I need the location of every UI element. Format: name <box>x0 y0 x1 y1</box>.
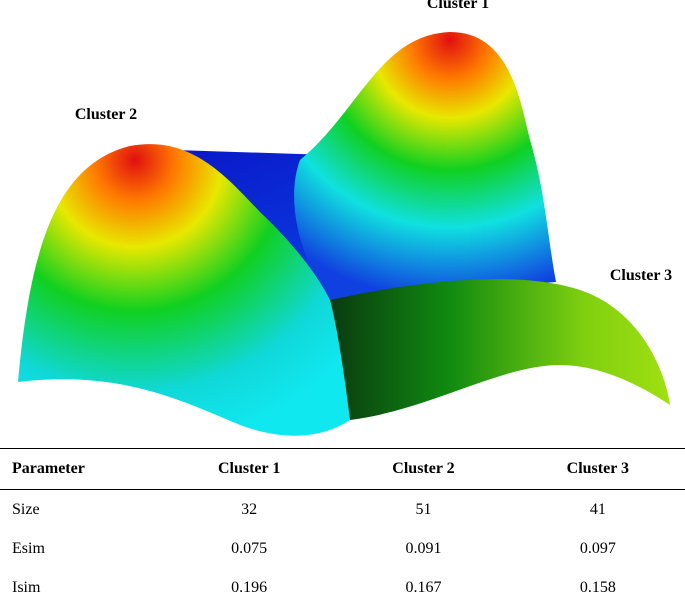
row-label: Size <box>12 500 40 518</box>
table-cell: 0.158 <box>510 568 685 607</box>
table-cell: 0.097 <box>579 539 616 557</box>
table-cell: 0.196 <box>162 568 337 607</box>
surface-plot: Cluster 1 Cluster 2 Cluster 3 <box>18 0 672 436</box>
table-row: Isim 0.196 0.167 0.158 <box>0 568 685 607</box>
table-cell: 51 <box>415 500 432 518</box>
peak-1 <box>294 32 556 300</box>
ridge-3 <box>330 279 670 420</box>
header-row: Parameter Cluster 1 Cluster 2 Cluster 3 <box>0 448 685 490</box>
table-row: Esim 0.075 0.091 0.097 <box>0 529 685 568</box>
header-cell: Parameter <box>0 448 162 490</box>
row-label: Esim <box>12 539 45 557</box>
table-body: Size 32 51 41 Esim 0.075 0.091 0.097 Isim 0.196 0.… <box>0 490 685 607</box>
surface-label: Cluster 3 <box>610 267 672 284</box>
surface-label: Cluster 2 <box>75 106 137 123</box>
header-cell: Cluster 1 <box>162 448 337 490</box>
peak-2 <box>18 144 353 436</box>
table-cell: 0.091 <box>405 539 442 557</box>
header-cell: Cluster 2 <box>336 448 511 490</box>
table-cell: 0.167 <box>336 568 511 607</box>
surface-label: Cluster 1 <box>427 0 489 12</box>
table-row: Size 32 51 41 <box>0 490 685 530</box>
row-label: Isim <box>0 568 162 607</box>
header-cell: Cluster 3 <box>510 448 685 490</box>
table-cell: 41 <box>589 500 606 518</box>
table-cell: 0.075 <box>231 539 268 557</box>
parameter-table: Parameter Cluster 1 Cluster 2 Cluster 3 Siz… <box>0 448 685 607</box>
table-cell: 32 <box>241 500 258 518</box>
